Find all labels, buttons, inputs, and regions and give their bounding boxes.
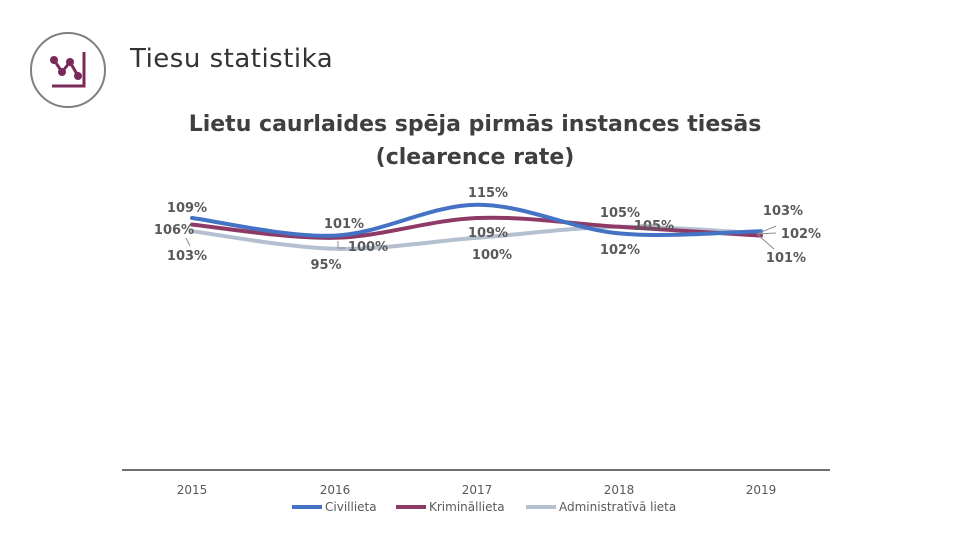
data-label-0-2015: 109% (167, 201, 207, 216)
data-label-2-2019: 102% (781, 227, 821, 242)
legend-label-0: Civillieta (325, 500, 377, 514)
leader-line-4 (756, 225, 777, 235)
x-tick-label-2017: 2017 (462, 483, 493, 497)
data-label-2-2015: 103% (167, 249, 207, 264)
chart-title-block: Lietu caurlaides spēja pirmās instances … (150, 108, 800, 174)
x-tick-label-2019: 2019 (746, 483, 777, 497)
x-tick-label-2016: 2016 (320, 483, 351, 497)
data-label-1-2019: 101% (766, 251, 806, 266)
leader-line-0 (185, 237, 191, 247)
legend-label-1: Krimināllieta (429, 500, 505, 514)
leader-line-5 (756, 232, 777, 235)
x-tick-label-2015: 2015 (177, 483, 208, 497)
series-line-civillieta (190, 202, 763, 238)
logo-badge (30, 32, 106, 108)
data-label-1-2016: 100% (348, 240, 388, 255)
series-line-krimin-llieta (190, 215, 763, 240)
chart-trend-icon (50, 52, 86, 88)
x-tick-label-2018: 2018 (604, 483, 635, 497)
legend-label-2: Administratīvā lieta (559, 500, 676, 514)
data-label-2-2016: 95% (310, 258, 341, 273)
data-label-1-2017: 109% (468, 226, 508, 241)
data-label-1-2018: 105% (634, 219, 674, 234)
page-title: Tiesu statistika (130, 44, 334, 74)
chart-subtitle: (clearence rate) (375, 145, 575, 170)
leader-line-6 (756, 233, 775, 250)
data-label-2-2017: 100% (472, 248, 512, 263)
data-label-0-2019: 103% (763, 204, 803, 219)
data-label-0-2016: 101% (324, 217, 364, 232)
data-label-0-2018: 102% (600, 243, 640, 258)
data-label-2-2018: 105% (600, 206, 640, 221)
data-label-0-2017: 115% (468, 186, 508, 201)
chart-title: Lietu caurlaides spēja pirmās instances … (188, 112, 762, 137)
data-label-1-2015: 106% (154, 223, 194, 238)
